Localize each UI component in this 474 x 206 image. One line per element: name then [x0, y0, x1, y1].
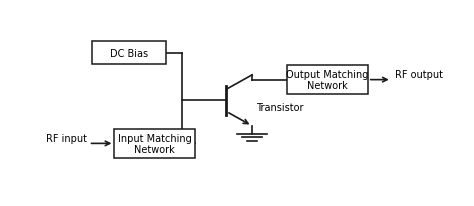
- Text: Input Matching
Network: Input Matching Network: [118, 133, 191, 154]
- FancyBboxPatch shape: [92, 42, 166, 64]
- FancyBboxPatch shape: [287, 66, 368, 95]
- Text: Transistor: Transistor: [256, 102, 303, 112]
- FancyBboxPatch shape: [114, 129, 195, 158]
- Text: Output Matching
Network: Output Matching Network: [286, 69, 369, 91]
- Text: RF output: RF output: [395, 69, 443, 80]
- Text: DC Bias: DC Bias: [110, 48, 148, 58]
- Text: RF input: RF input: [46, 133, 87, 143]
